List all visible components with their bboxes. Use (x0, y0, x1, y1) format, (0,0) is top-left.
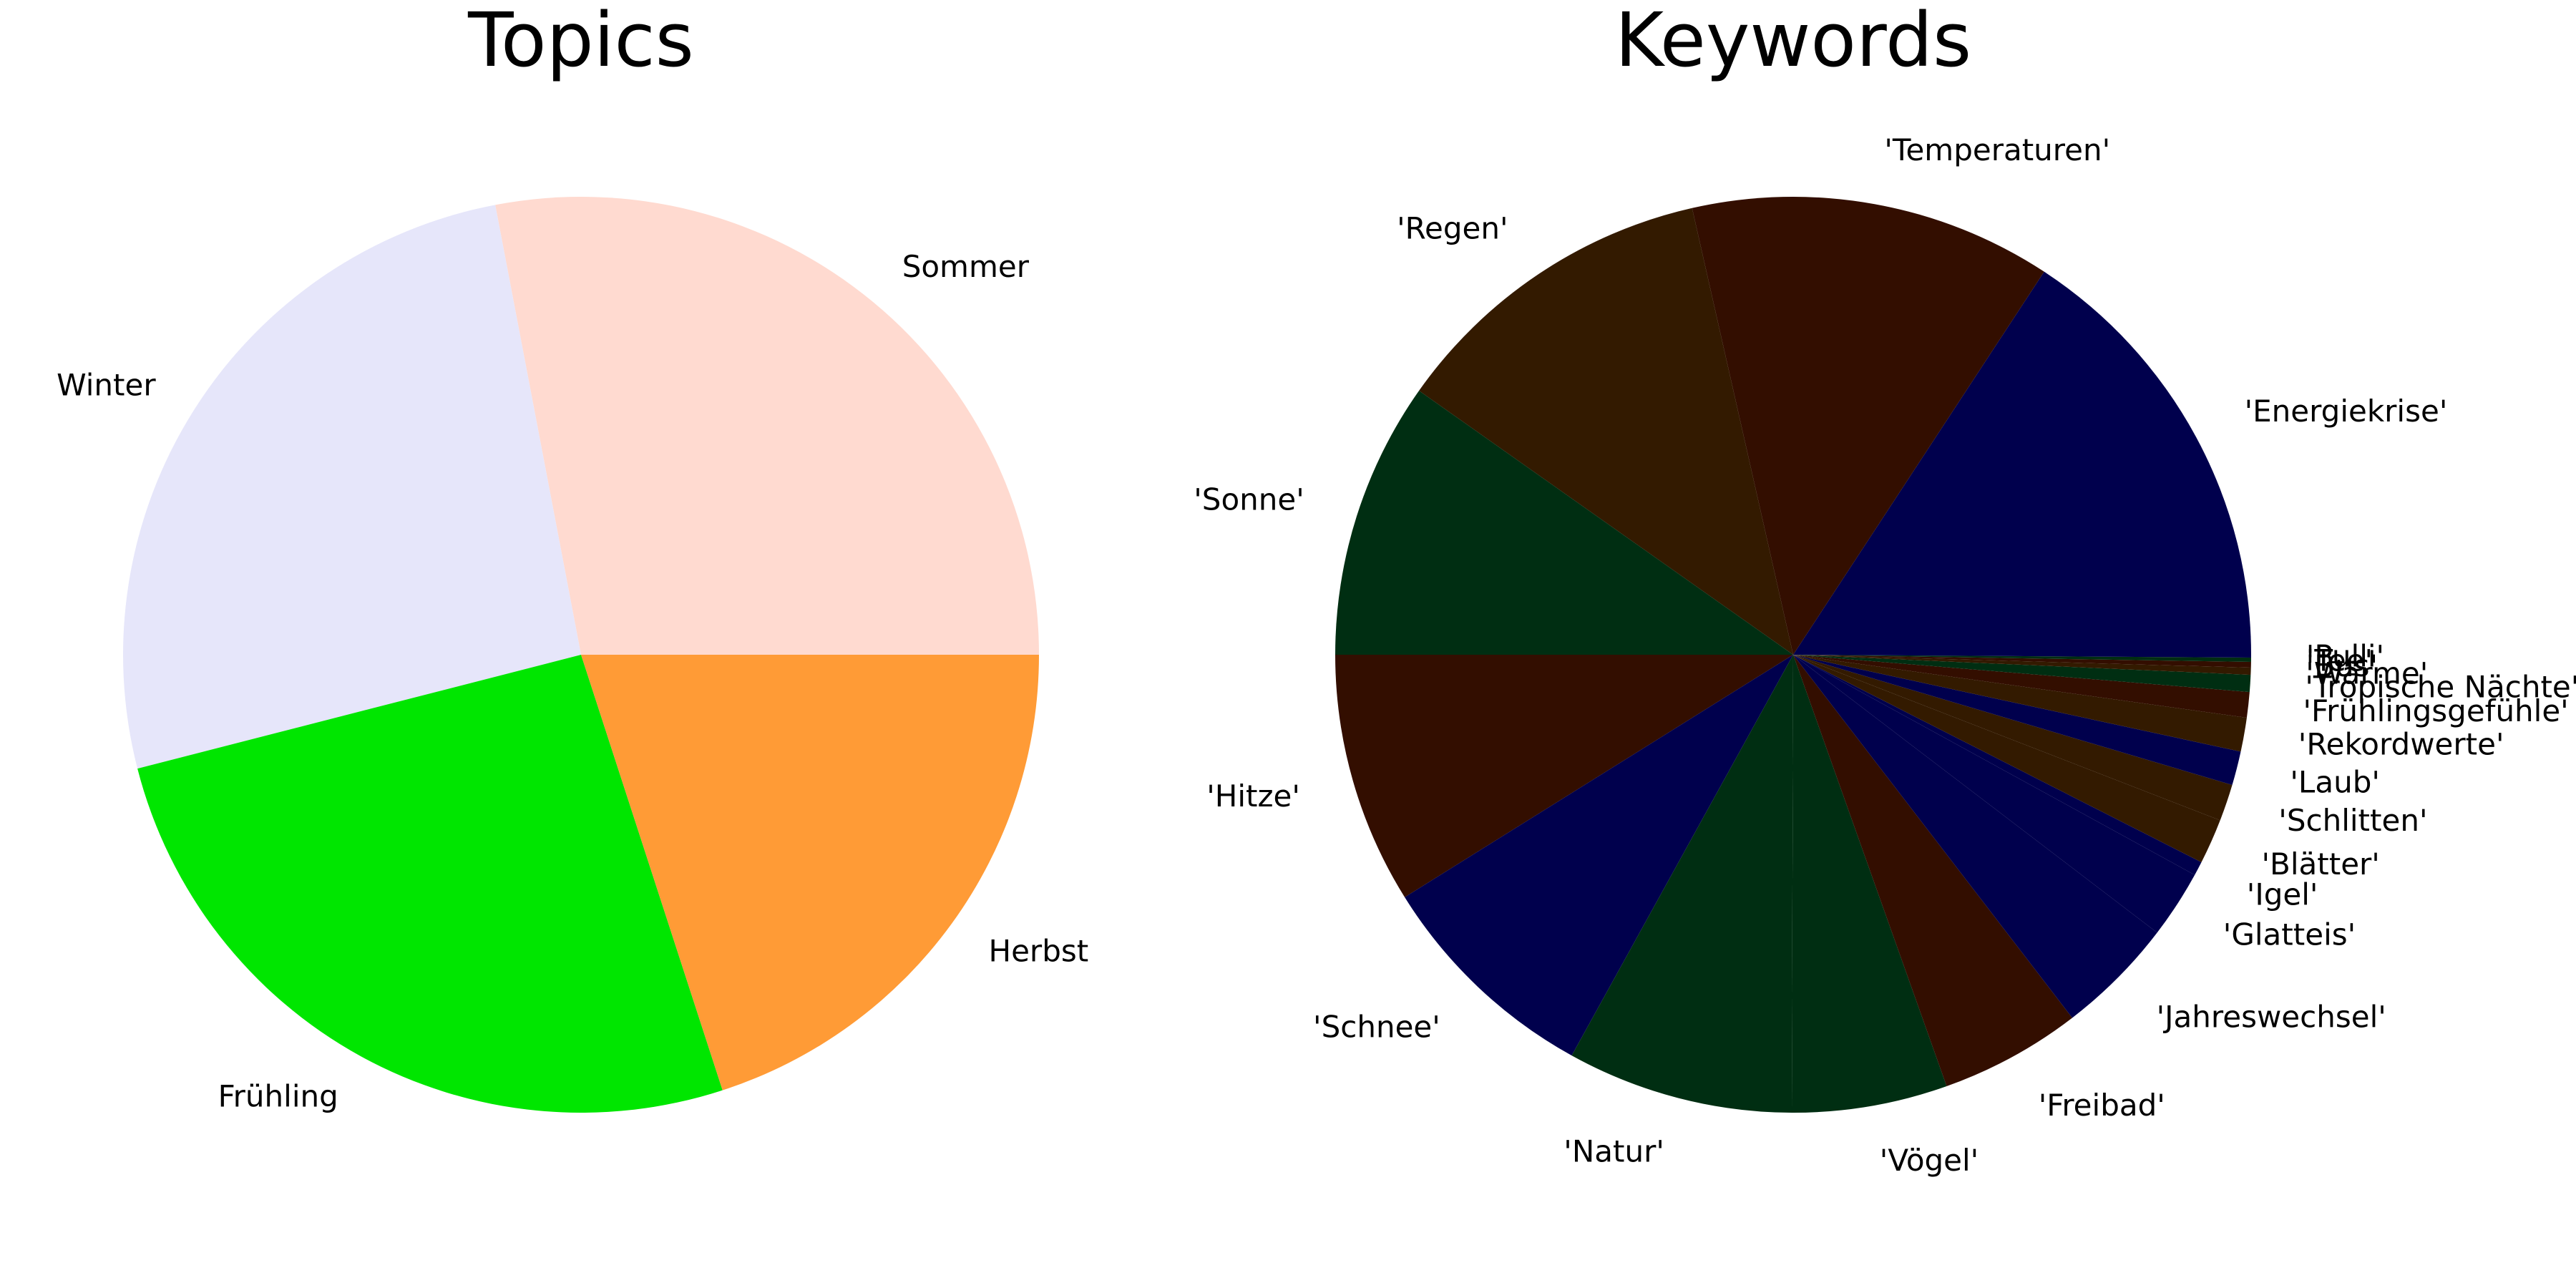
pie-slice-temperaturen (1692, 196, 2044, 655)
slice-label-fruhling: Frühling (218, 1078, 338, 1113)
pie-slice-fruhling (137, 655, 723, 1113)
slice-label-warme: 'Wärme' (2306, 655, 2428, 691)
slice-label-tropische-nachte: 'Tropische Nächte' (2305, 669, 2576, 704)
slice-label-sonne: 'Sonne' (1194, 482, 1304, 517)
slice-label-pulli: 'Pulli' (2306, 639, 2384, 674)
keywords-pie-chart: Keywords 'Energiekrise' 'Temperaturen' 'Re… (1194, 0, 2576, 1178)
slice-label-jahreswechsel: 'Jahreswechsel' (2157, 1000, 2386, 1035)
topics-pie-chart: Topics Sommer Winter Frühling Herbst (57, 0, 1088, 1113)
pie-slice-regen (1419, 208, 1793, 655)
pie-slice-schnee (1405, 655, 1793, 1056)
pie-slice-hitze (1335, 655, 1793, 897)
pie-slice-pulli (1793, 655, 2252, 658)
slice-label-tee: 'Tee' (2306, 643, 2373, 678)
pie-slice-sommer (495, 197, 1039, 655)
pie-slice-freibad (1793, 655, 2073, 1086)
slice-label-bus: 'Bus' (2306, 648, 2378, 683)
pie-slice-natur (1571, 655, 1793, 1113)
slice-label-igel: 'Igel' (2247, 877, 2318, 912)
slice-label-herbst: Herbst (989, 933, 1089, 968)
slice-label-schnee: 'Schnee' (1313, 1010, 1440, 1045)
pie-slice-warme (1793, 655, 2251, 675)
slice-label-energiekrise: 'Energiekrise' (2245, 394, 2448, 429)
pie-slice-jahreswechsel (1793, 655, 2157, 1018)
pie-slice-sonne (1335, 391, 1793, 655)
pie-slice-glatteis (1793, 655, 2195, 933)
slice-label-fruhlingsgefuhle: 'Frühlingsgefühle' (2303, 693, 2569, 728)
slice-label-rekordwerte: 'Rekordwerte' (2298, 727, 2504, 762)
slice-label-sommer: Sommer (902, 249, 1030, 284)
pie-slice-laub (1793, 655, 2241, 786)
slice-label-hitze: 'Hitze' (1206, 779, 1300, 814)
pie-slice-energiekrise (1793, 271, 2251, 655)
slice-label-blatter: 'Blätter' (2262, 847, 2380, 882)
pie-slice-schlitten (1793, 655, 2233, 821)
pie-slice-fruhlingsgefuhle (1793, 655, 2250, 718)
pie-slice-rekordwerte (1793, 655, 2247, 752)
pie-slice-winter (123, 205, 582, 769)
slice-label-regen: 'Regen' (1397, 211, 1508, 246)
slice-label-vogel: 'Vögel' (1880, 1143, 1979, 1178)
pie-slice-vogel (1791, 655, 1947, 1113)
keywords-chart-title: Keywords (1615, 0, 1971, 84)
pie-slice-blatter (1793, 655, 2220, 863)
pie-slice-herbst (581, 655, 1039, 1091)
pie-slice-bus (1793, 655, 2251, 668)
slice-label-natur: 'Natur' (1563, 1133, 1664, 1169)
pie-slice-tropische-nachte (1793, 655, 2251, 693)
pie-slice-tee (1793, 655, 2251, 663)
slice-label-schlitten: 'Schlitten' (2278, 803, 2427, 838)
pie-slice-igel (1793, 655, 2202, 875)
slice-label-temperaturen: 'Temperaturen' (1884, 132, 2110, 167)
slice-label-freibad: 'Freibad' (2039, 1088, 2165, 1123)
slice-label-glatteis: 'Glatteis' (2223, 917, 2356, 952)
slice-label-winter: Winter (57, 367, 156, 402)
slice-label-laub: 'Laub' (2290, 764, 2380, 799)
topics-chart-title: Topics (467, 0, 694, 84)
